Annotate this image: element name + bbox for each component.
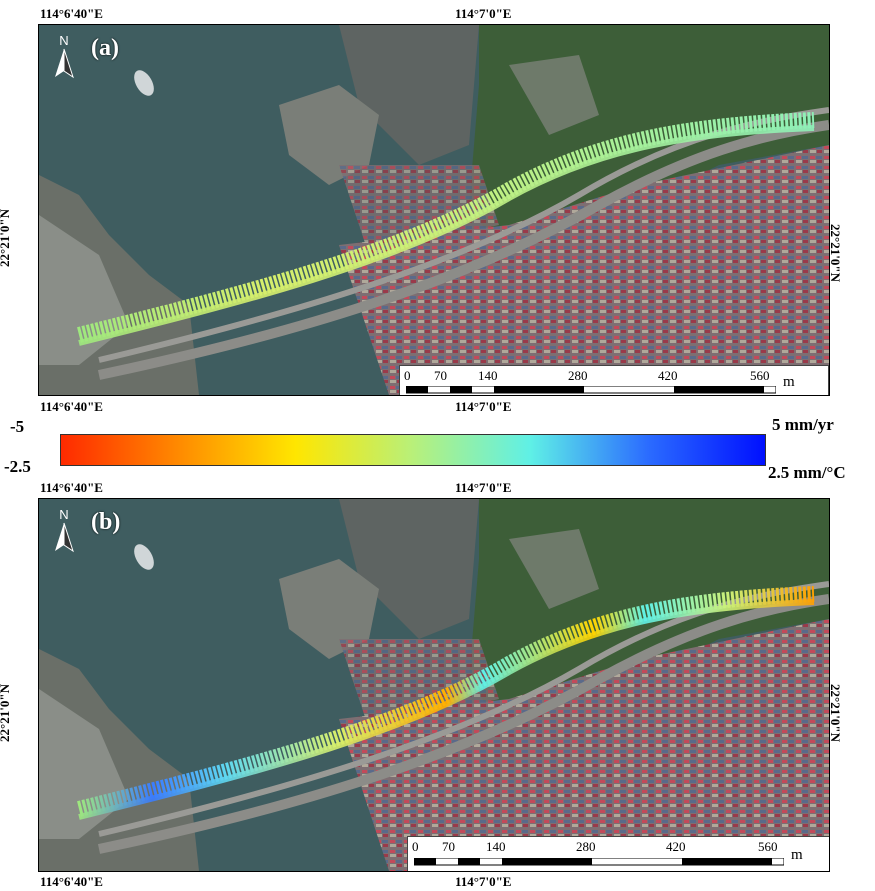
map-panel-b: N (b) 0 70 140 280 420 560 m xyxy=(38,498,830,872)
scale-tick: 0 xyxy=(412,839,419,854)
colorbar-gradient xyxy=(60,434,766,466)
bottom-lon-label-b1: 114°6'40"E xyxy=(40,874,103,889)
scale-tick: 0 xyxy=(404,368,411,383)
scale-tick: 560 xyxy=(750,368,770,383)
bottom-lon-label-b2: 114°7'0"E xyxy=(455,874,512,889)
left-lat-label-b: 22°21'0"N xyxy=(0,684,12,742)
panel-label-b: (b) xyxy=(91,509,121,535)
scale-bar-a: 0 70 140 280 420 560 m xyxy=(399,365,829,395)
north-arrow-icon: N xyxy=(55,33,74,79)
scale-tick: 420 xyxy=(666,839,686,854)
scale-unit: m xyxy=(783,374,795,390)
map-panel-a: N (a) 0 70 140 280 420 560 m xyxy=(38,24,830,396)
satellite-map-a xyxy=(39,25,829,395)
scale-tick: 560 xyxy=(758,839,778,854)
scale-tick: 140 xyxy=(478,368,498,383)
colorbar-max-velocity: 5 mm/yr xyxy=(772,415,834,434)
right-lat-label-a: 22°21'0"N xyxy=(827,224,843,282)
north-arrow-label: N xyxy=(59,33,68,48)
scale-tick: 70 xyxy=(442,839,455,854)
left-lat-label-a: 22°21'0"N xyxy=(0,209,12,267)
colorbar-max-thermal: 2.5 mm/°C xyxy=(768,463,846,482)
top-lon-label-a1: 114°6'40"E xyxy=(40,6,103,21)
scale-tick: 70 xyxy=(434,368,447,383)
bottom-lon-label-a1: 114°6'40"E xyxy=(40,399,103,414)
top-lon-label-a2: 114°7'0"E xyxy=(455,6,512,21)
scale-tick: 280 xyxy=(576,839,596,854)
colorbar-min-thermal: -2.5 xyxy=(4,457,31,476)
bottom-lon-label-a2: 114°7'0"E xyxy=(455,399,512,414)
right-lat-label-b: 22°21'0"N xyxy=(827,684,843,742)
panel-label-a: (a) xyxy=(91,35,119,61)
scale-tick: 420 xyxy=(658,368,678,383)
top-lon-label-b1: 114°6'40"E xyxy=(40,480,103,495)
scale-tick: 280 xyxy=(568,368,588,383)
satellite-map-b xyxy=(39,499,829,871)
north-arrow-icon: N xyxy=(55,507,74,553)
colorbar: -5 -2.5 5 mm/yr 2.5 mm/°C xyxy=(0,415,875,482)
colorbar-min-velocity: -5 xyxy=(10,417,25,436)
top-lon-label-b2: 114°7'0"E xyxy=(455,480,512,495)
scale-unit: m xyxy=(791,847,803,863)
scale-bar-b: 0 70 140 280 420 560 m xyxy=(407,836,829,871)
scale-tick: 140 xyxy=(486,839,506,854)
north-arrow-label: N xyxy=(59,507,68,522)
